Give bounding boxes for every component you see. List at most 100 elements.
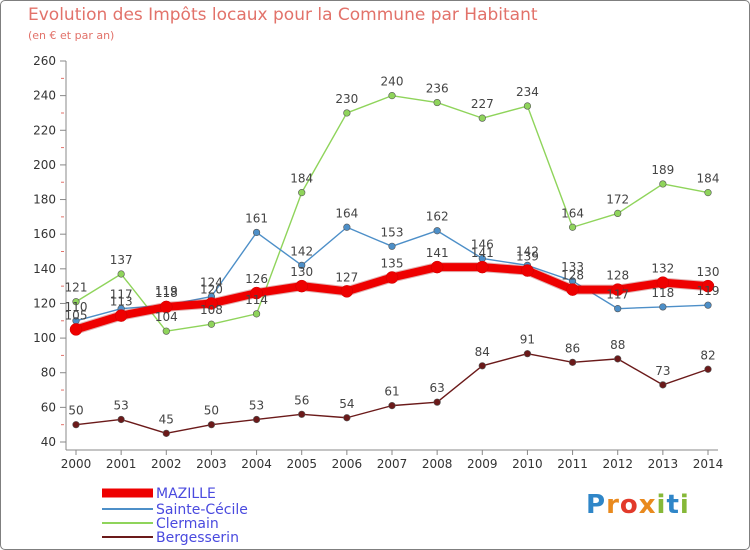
y-tick-label: 260: [33, 54, 56, 68]
data-label-mazille: 132: [651, 262, 674, 276]
data-point-clermain: [659, 180, 667, 188]
data-label-sainte-c-cile: 161: [245, 211, 268, 225]
x-tick-label: 2014: [693, 457, 724, 471]
data-point-sainte-c-cile: [659, 303, 667, 311]
data-point-bergesserin: [568, 358, 577, 366]
data-point-bergesserin: [343, 414, 351, 422]
data-point-sainte-c-cile: [388, 242, 396, 250]
data-point-bergesserin: [72, 421, 80, 429]
data-point-sainte-c-cile: [343, 223, 351, 231]
data-point-clermain: [343, 109, 351, 117]
data-point-clermain: [72, 298, 80, 306]
series-layer: [69, 92, 715, 437]
data-point-mazille: [701, 279, 715, 293]
data-label-bergesserin: 50: [68, 404, 83, 418]
legend-label-mazille: MAZILLE: [156, 486, 216, 502]
data-point-sainte-c-cile: [614, 305, 622, 313]
data-point-bergesserin: [298, 410, 306, 418]
data-label-bergesserin: 61: [384, 385, 399, 399]
data-point-mazille: [114, 309, 128, 322]
data-point-mazille: [611, 283, 624, 296]
data-label-mazille: 105: [65, 308, 88, 322]
data-label-bergesserin: 53: [114, 398, 129, 412]
data-label-clermain: 227: [471, 97, 494, 111]
data-label-clermain: 234: [516, 85, 539, 99]
y-tick-label: 180: [33, 193, 56, 207]
chart-subtitle: (en € et par an): [28, 29, 115, 42]
logo-letter: P: [586, 490, 607, 520]
data-point-mazille: [250, 286, 263, 300]
legend-label-bergesserin: Bergesserin: [156, 530, 239, 546]
data-point-sainte-c-cile: [704, 301, 712, 309]
data-point-mazille: [295, 279, 308, 293]
x-tick-label: 2013: [648, 457, 679, 471]
data-label-sainte-c-cile: 153: [381, 225, 404, 239]
data-label-bergesserin: 84: [475, 345, 490, 359]
data-label-bergesserin: 56: [294, 393, 309, 407]
data-label-mazille: 113: [110, 295, 133, 309]
data-label-bergesserin: 82: [700, 348, 715, 362]
x-tick-label: 2001: [106, 457, 137, 471]
x-tick-label: 2010: [512, 457, 543, 471]
data-label-clermain: 236: [426, 82, 449, 96]
data-label-sainte-c-cile: 117: [606, 288, 629, 302]
data-point-bergesserin: [388, 402, 396, 410]
x-tick-label: 2006: [332, 457, 363, 471]
data-label-mazille: 135: [381, 256, 404, 270]
data-label-bergesserin: 63: [430, 381, 445, 395]
chart-title: Evolution des Impôts locaux pour la Comm…: [28, 5, 538, 25]
data-point-bergesserin: [704, 365, 712, 373]
data-point-mazille: [205, 297, 218, 310]
data-point-bergesserin: [207, 421, 216, 429]
data-label-clermain: 164: [561, 206, 584, 220]
data-label-bergesserin: 91: [520, 333, 535, 347]
data-point-sainte-c-cile: [298, 261, 306, 269]
x-tick-label: 2005: [286, 457, 317, 471]
x-tick-label: 2008: [422, 457, 453, 471]
x-tick-label: 2012: [602, 457, 633, 471]
data-point-clermain: [298, 189, 306, 197]
data-label-clermain: 240: [381, 75, 404, 89]
y-tick-label: 140: [33, 262, 56, 276]
data-label-sainte-c-cile: 142: [516, 244, 539, 258]
data-label-sainte-c-cile: 124: [200, 276, 223, 290]
logo-letter: i: [656, 490, 667, 520]
data-label-clermain: 189: [651, 163, 674, 177]
data-point-mazille: [160, 300, 173, 314]
data-point-bergesserin: [523, 350, 532, 358]
logo-letter: o: [619, 490, 639, 520]
data-point-bergesserin: [433, 398, 441, 406]
data-label-clermain: 184: [697, 172, 720, 186]
data-point-clermain: [523, 102, 532, 110]
y-tick-label: 200: [33, 158, 56, 172]
y-tick-label: 80: [41, 366, 56, 380]
data-label-clermain: 114: [245, 293, 268, 307]
data-label-sainte-c-cile: 162: [426, 210, 449, 224]
logo-letter: i: [679, 490, 690, 520]
data-label-mazille: 120: [200, 282, 223, 296]
data-point-mazille: [476, 260, 489, 274]
data-label-sainte-c-cile: 164: [335, 206, 358, 220]
data-point-mazille: [521, 264, 534, 277]
data-point-mazille: [385, 271, 399, 284]
data-point-mazille: [656, 276, 670, 289]
data-label-mazille: 141: [426, 246, 449, 260]
data-point-mazille: [566, 283, 579, 296]
data-point-mazille: [430, 260, 444, 274]
data-label-sainte-c-cile: 118: [651, 286, 674, 300]
data-point-clermain: [568, 223, 577, 231]
data-label-mazille: 139: [516, 250, 539, 264]
legend-label-clermain: Clermain: [156, 516, 219, 532]
data-point-bergesserin: [117, 415, 125, 424]
data-label-bergesserin: 73: [655, 364, 670, 378]
data-point-clermain: [252, 310, 261, 318]
x-tick-label: 2009: [467, 457, 498, 471]
data-point-bergesserin: [659, 381, 667, 389]
data-label-mazille: 128: [561, 269, 584, 283]
logo-letter: r: [606, 490, 620, 520]
data-label-mazille: 126: [245, 272, 268, 286]
data-point-clermain: [478, 114, 486, 122]
data-point-clermain: [388, 92, 396, 100]
